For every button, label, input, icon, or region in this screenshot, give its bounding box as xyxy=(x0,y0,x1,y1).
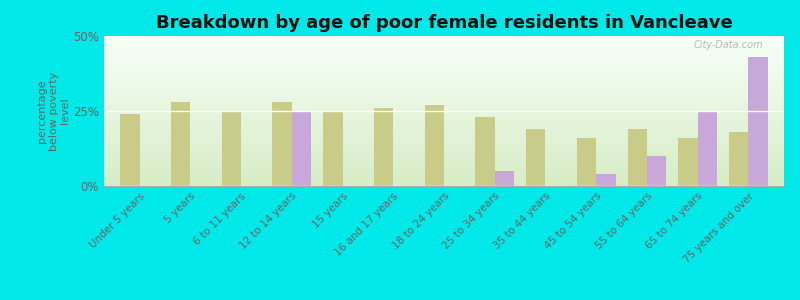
Bar xyxy=(171,102,190,186)
Bar xyxy=(577,138,596,186)
Bar xyxy=(494,171,514,186)
Bar xyxy=(425,105,444,186)
Y-axis label: percentage
below poverty
level: percentage below poverty level xyxy=(37,71,70,151)
Bar xyxy=(222,111,241,186)
Bar xyxy=(292,111,311,186)
Bar xyxy=(596,174,615,186)
Bar xyxy=(628,129,647,186)
Bar xyxy=(374,108,394,186)
Bar xyxy=(120,114,139,186)
Bar xyxy=(323,111,342,186)
Bar xyxy=(729,132,749,186)
Bar xyxy=(698,111,717,186)
Title: Breakdown by age of poor female residents in Vancleave: Breakdown by age of poor female resident… xyxy=(156,14,732,32)
Bar xyxy=(475,117,494,186)
Bar xyxy=(647,156,666,186)
Text: City-Data.com: City-Data.com xyxy=(694,40,763,50)
Bar xyxy=(749,57,768,186)
Bar xyxy=(526,129,546,186)
Bar xyxy=(678,138,698,186)
Bar xyxy=(273,102,292,186)
